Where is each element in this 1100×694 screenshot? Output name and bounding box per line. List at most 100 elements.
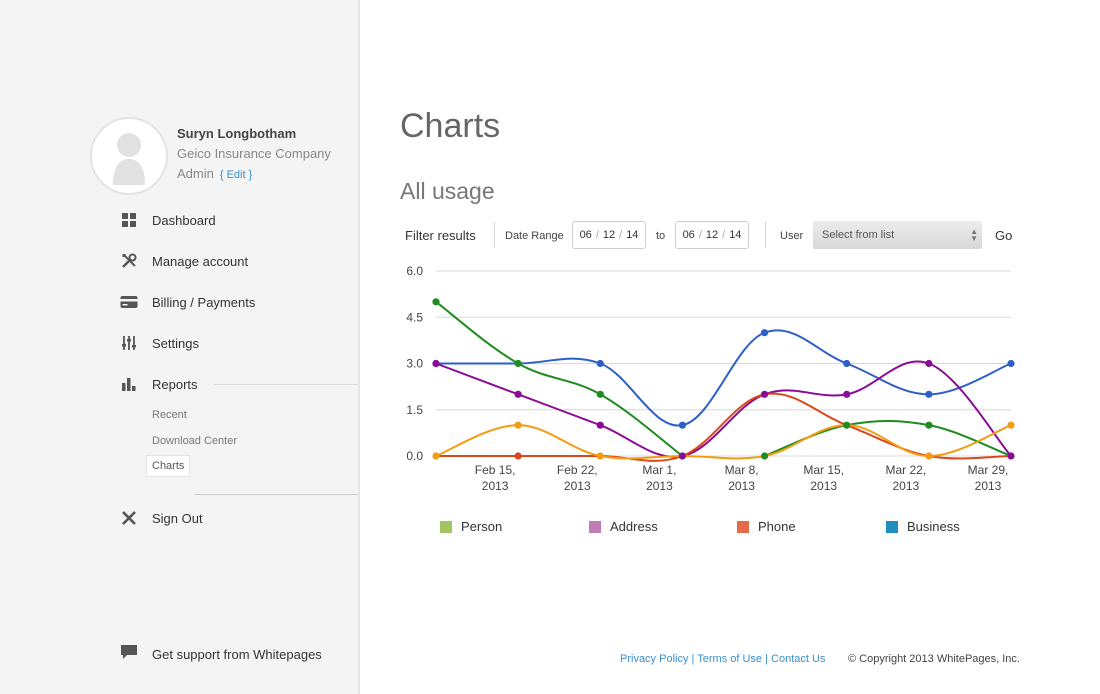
legend-swatch — [737, 520, 749, 533]
data-point — [432, 359, 440, 368]
to-date-year: 14 — [729, 229, 742, 241]
footer-sep: | — [762, 653, 772, 665]
nav-label-sign-out: Sign Out — [152, 510, 203, 526]
data-point — [678, 421, 687, 429]
y-tick-label: 0.0 — [406, 449, 423, 463]
data-point — [432, 452, 440, 460]
sliders-icon — [120, 334, 138, 352]
data-point — [925, 452, 933, 460]
data-point — [514, 452, 522, 460]
go-button[interactable]: Go — [995, 228, 1013, 243]
to-label: to — [656, 230, 666, 242]
legend-item-phone: Phone — [737, 519, 796, 534]
filter-results-label: Filter results — [405, 228, 476, 243]
legend-label: Person — [461, 519, 503, 534]
x-tick-label: Mar 22, — [886, 463, 927, 477]
data-point — [760, 329, 769, 337]
profile-name: Suryn Longbotham — [177, 126, 297, 141]
nav-label-dashboard: Dashboard — [152, 212, 216, 228]
sub-item-recent[interactable]: Recent — [152, 409, 187, 421]
data-point — [596, 390, 604, 398]
data-point — [596, 359, 604, 368]
series-line — [435, 329, 1012, 427]
data-point — [596, 421, 604, 429]
to-date-month: 06 — [682, 229, 695, 241]
filter-divider — [494, 222, 495, 248]
dashboard-grid-icon — [120, 211, 138, 229]
credit-card-icon — [120, 293, 138, 311]
nav-label-billing: Billing / Payments — [152, 294, 256, 310]
nav-item-reports[interactable]: Reports — [120, 373, 198, 395]
select-arrows-icon: ▲ ▼ — [970, 227, 978, 243]
legend-item-address: Address — [589, 519, 658, 534]
data-point — [925, 421, 933, 429]
legend-label: Address — [610, 519, 658, 534]
x-tick-label: Mar 15, — [803, 463, 844, 477]
nav-item-billing[interactable]: Billing / Payments — [120, 291, 255, 313]
x-tick-label: 2013 — [893, 479, 920, 493]
data-point — [514, 390, 522, 398]
legend-swatch — [589, 520, 601, 533]
legend-label: Business — [907, 519, 960, 534]
user-silhouette-icon — [113, 133, 145, 185]
nav-item-settings[interactable]: Settings — [120, 332, 199, 354]
data-point — [843, 421, 851, 429]
data-point — [1007, 421, 1015, 429]
from-date-year: 14 — [626, 229, 639, 241]
x-tick-label: Feb 15, — [475, 463, 516, 477]
to-date-input[interactable]: 06/12/14 — [675, 221, 749, 249]
user-select[interactable]: Select from list ▲ ▼ — [813, 221, 982, 249]
tools-icon — [120, 252, 138, 270]
series-line — [435, 424, 1012, 460]
nav-item-sign-out[interactable]: Sign Out — [120, 507, 203, 529]
sidebar-divider — [195, 494, 358, 495]
from-date-month: 06 — [579, 229, 592, 241]
page-title: Charts — [400, 107, 501, 145]
support-label: Get support from Whitepages — [152, 647, 322, 662]
sub-item-download-center[interactable]: Download Center — [152, 435, 237, 447]
filter-divider-2 — [765, 222, 766, 248]
contact-us-link[interactable]: Contact Us — [771, 653, 826, 665]
profile-role: Admin { Edit } — [177, 166, 252, 181]
profile-role-label: Admin — [177, 166, 214, 181]
terms-of-use-link[interactable]: Terms of Use — [697, 653, 763, 665]
data-point — [514, 359, 522, 368]
nav-label-manage-account: Manage account — [152, 253, 249, 269]
nav-item-dashboard[interactable]: Dashboard — [120, 209, 216, 231]
profile-company: Geico Insurance Company — [177, 146, 331, 161]
support-link[interactable]: Get support from Whitepages — [120, 643, 322, 666]
series-line — [435, 360, 1012, 458]
edit-profile-link[interactable]: { Edit } — [219, 169, 253, 181]
data-point — [678, 452, 687, 460]
legend-swatch — [440, 520, 452, 533]
x-tick-label: Mar 29, — [968, 463, 1009, 477]
copyright-text: © Copyright 2013 WhitePages, Inc. — [848, 653, 1020, 665]
from-date-input[interactable]: 06/12/14 — [572, 221, 646, 249]
footer-links: Privacy Policy | Terms of Use | Contact … — [620, 653, 825, 665]
x-tick-label: 2013 — [728, 479, 755, 493]
x-tick-label: Feb 22, — [557, 463, 598, 477]
x-tick-label: Mar 1, — [642, 463, 676, 477]
sub-item-charts[interactable]: Charts — [146, 455, 191, 477]
data-point — [596, 452, 604, 460]
x-tick-label: 2013 — [646, 479, 673, 493]
to-date-day: 12 — [705, 229, 719, 241]
from-date-day: 12 — [602, 229, 616, 241]
chat-bubble-icon — [120, 643, 138, 666]
privacy-policy-link[interactable]: Privacy Policy — [620, 653, 689, 665]
data-point — [843, 390, 851, 398]
avatar[interactable] — [90, 117, 168, 195]
y-tick-label: 1.5 — [406, 403, 423, 417]
series-line — [764, 420, 1012, 457]
data-point — [760, 390, 769, 398]
x-tick-label: 2013 — [975, 479, 1002, 493]
data-point — [514, 421, 522, 429]
legend-label: Phone — [758, 519, 796, 534]
data-point — [1007, 452, 1015, 460]
series-line — [435, 392, 1012, 462]
legend-item-business: Business — [886, 519, 960, 534]
nav-item-manage-account[interactable]: Manage account — [120, 250, 248, 272]
series-line — [435, 301, 684, 457]
user-select-value: Select from list — [822, 229, 895, 241]
user-label: User — [780, 230, 804, 242]
